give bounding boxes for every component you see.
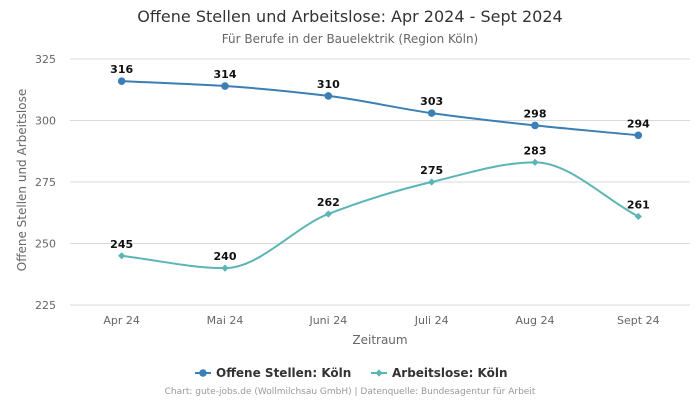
data-label: 240 xyxy=(214,250,237,263)
data-label: 303 xyxy=(420,95,443,108)
legend-item: Offene Stellen: Köln xyxy=(195,366,351,380)
x-axis-label: Zeitraum xyxy=(352,333,407,347)
series-offene-stellen: 316 314 310 303 298 294 xyxy=(110,63,650,140)
y-tick-label: 275 xyxy=(35,176,56,189)
y-tick-label: 325 xyxy=(35,53,56,66)
source-footer: Chart: gute-jobs.de (Wollmilchsau GmbH) … xyxy=(164,387,536,397)
x-tick-label: Juli 24 xyxy=(414,314,449,327)
data-point xyxy=(428,178,436,186)
data-label: 283 xyxy=(524,144,547,157)
chart-subtitle: Für Berufe in der Bauelektrik (Region Kö… xyxy=(221,32,479,46)
y-tick-label: 225 xyxy=(35,299,56,312)
data-label: 316 xyxy=(110,63,133,76)
y-axis-label: Offene Stellen und Arbeitslose xyxy=(15,89,29,271)
legend-label: Offene Stellen: Köln xyxy=(216,366,351,380)
x-tick-label: Aug 24 xyxy=(516,314,555,327)
data-point xyxy=(634,131,643,140)
series-arbeitslose: 245 240 262 275 283 261 xyxy=(110,144,650,272)
data-point xyxy=(324,92,333,100)
x-tick-label: Sept 24 xyxy=(617,314,660,327)
data-point xyxy=(531,158,539,166)
data-label: 294 xyxy=(627,117,650,130)
data-label: 261 xyxy=(627,198,650,211)
legend-item: Arbeitslose: Köln xyxy=(371,366,508,380)
data-label: 245 xyxy=(110,238,133,251)
data-point xyxy=(221,82,229,90)
data-point xyxy=(634,212,642,221)
data-point xyxy=(427,109,436,117)
y-tick-label: 250 xyxy=(35,238,56,251)
data-point xyxy=(117,77,126,85)
x-tick-label: Juni 24 xyxy=(308,314,347,327)
legend-marker xyxy=(199,369,207,377)
data-label: 275 xyxy=(420,164,443,177)
legend-marker xyxy=(375,369,383,377)
y-tick-label: 300 xyxy=(35,115,56,128)
data-label: 298 xyxy=(524,107,547,120)
data-label: 310 xyxy=(317,78,340,91)
x-tick-label: Mai 24 xyxy=(207,314,244,327)
data-point xyxy=(324,210,332,218)
legend-label: Arbeitslose: Köln xyxy=(392,366,508,380)
x-tick-label: Apr 24 xyxy=(103,314,140,327)
data-point xyxy=(531,121,539,130)
series-line xyxy=(121,80,639,137)
data-label: 262 xyxy=(317,196,340,209)
chart-title: Offene Stellen und Arbeitslose: Apr 2024… xyxy=(137,7,563,26)
axes: 225 250 275 300 325 Apr 24 Mai 24 Juni 24 Juli 2… xyxy=(35,53,660,327)
series: 316 314 310 303 298 294 245 240 262 275 283 261 xyxy=(110,63,650,272)
gridlines xyxy=(70,58,690,306)
data-label: 314 xyxy=(214,68,237,81)
series-line xyxy=(121,161,639,270)
data-point xyxy=(221,264,229,272)
data-point xyxy=(118,252,126,260)
legend: Offene Stellen: Köln Arbeitslose: Köln xyxy=(195,366,508,380)
